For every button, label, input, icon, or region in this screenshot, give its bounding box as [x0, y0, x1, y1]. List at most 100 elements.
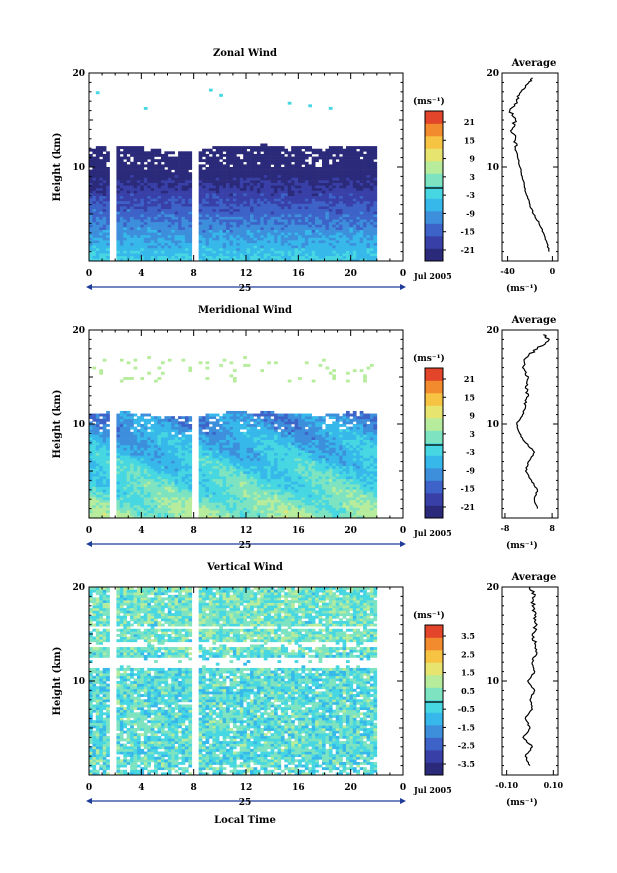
heatmap-cell: [349, 156, 354, 160]
heatmap-cell: [349, 240, 354, 244]
heatmap-cell: [198, 463, 203, 467]
heatmap-cell: [352, 211, 357, 215]
heatmap-cell: [119, 473, 124, 477]
heatmap-cell: [202, 229, 206, 233]
heatmap-cell: [116, 224, 121, 228]
heatmap-cell: [150, 494, 155, 498]
heatmap-cell: [263, 216, 268, 220]
heatmap-cell: [284, 242, 289, 246]
heatmap-cell: [89, 426, 93, 430]
heatmap-cell: [236, 190, 241, 194]
heatmap-cell: [106, 512, 110, 516]
heatmap-cell: [363, 200, 367, 204]
heatmap-cell: [174, 198, 179, 202]
heatmap-cell: [174, 494, 179, 498]
heatmap-cell: [308, 169, 313, 173]
heatmap-cell: [143, 106, 148, 110]
heatmap-cell: [304, 232, 309, 236]
heatmap-cell: [178, 489, 182, 493]
heatmap-cell: [198, 172, 203, 176]
heatmap-cell: [280, 253, 285, 257]
heatmap-cell: [89, 242, 93, 246]
heatmap-cell: [123, 481, 127, 485]
heatmap-cell: [366, 169, 371, 173]
heatmap-cell: [239, 180, 244, 183]
heatmap-cell: [154, 452, 158, 456]
heatmap-cell: [342, 219, 347, 223]
heatmap-cell: [181, 237, 186, 241]
heatmap-cell: [178, 478, 182, 482]
heatmap-cell: [130, 489, 134, 493]
heatmap-cell: [188, 437, 193, 440]
heatmap-cell: [280, 247, 285, 251]
heatmap-cell: [160, 250, 165, 254]
heatmap-cell: [222, 481, 227, 485]
heatmap-cell: [291, 159, 295, 163]
heatmap-cell: [342, 180, 347, 183]
heatmap-cell: [270, 151, 275, 155]
heatmap-cell: [95, 437, 100, 440]
heatmap-cell: [164, 504, 169, 508]
heatmap-cell: [212, 515, 217, 519]
heatmap-cell: [154, 494, 158, 498]
heatmap-cell: [267, 198, 271, 202]
heatmap-cell: [147, 497, 151, 501]
heatmap-cell: [126, 507, 131, 511]
heatmap-cell: [119, 413, 124, 417]
heatmap-cell: [359, 190, 364, 194]
heatmap-cell: [147, 206, 151, 210]
heatmap-cell: [143, 434, 148, 438]
heatmap-cell: [140, 418, 145, 422]
heatmap-cell: [89, 455, 93, 459]
heatmap-cell: [315, 237, 319, 241]
heatmap-cell: [215, 442, 220, 446]
heatmap-cell: [106, 502, 110, 506]
heatmap-cell: [222, 190, 227, 194]
heatmap-cell: [253, 255, 258, 259]
heatmap-cell: [136, 504, 141, 508]
heatmap-cell: [356, 247, 360, 251]
heatmap-cell: [208, 180, 213, 183]
heatmap-cell: [123, 245, 127, 249]
heatmap-cell: [99, 214, 104, 217]
heatmap-cell: [208, 195, 213, 199]
heatmap-cell: [126, 185, 131, 189]
heatmap-cell: [263, 227, 268, 230]
heatmap-cell: [198, 418, 203, 422]
heatmap-cell: [208, 229, 213, 233]
heatmap-cell: [150, 221, 155, 225]
heatmap-cell: [160, 418, 165, 422]
heatmap-cell: [270, 219, 275, 223]
heatmap-cell: [178, 250, 182, 254]
heatmap-cell: [270, 242, 275, 246]
heatmap-cell: [256, 255, 261, 259]
heatmap-cell: [181, 177, 186, 181]
heatmap-cell: [274, 219, 278, 223]
heatmap-cell: [99, 172, 104, 176]
heatmap-cell: [181, 504, 186, 508]
heatmap-cell: [164, 457, 169, 461]
heatmap-cell: [89, 219, 93, 223]
heatmap-cell: [339, 206, 343, 210]
heatmap-cell: [171, 455, 175, 459]
heatmap-cell: [116, 515, 121, 519]
heatmap-cell: [263, 151, 268, 155]
heatmap-cell: [352, 193, 357, 197]
heatmap-cell: [328, 242, 333, 246]
heatmap-cell: [322, 182, 326, 186]
heatmap-cell: [373, 203, 378, 207]
heatmap-cell: [160, 190, 165, 194]
heatmap-cell: [277, 237, 282, 241]
heatmap-cell: [126, 442, 131, 446]
heatmap-cell: [342, 156, 347, 160]
heatmap-cell: [301, 234, 306, 238]
heatmap-cell: [119, 208, 124, 212]
heatmap-cell: [205, 512, 210, 516]
heatmap-cell: [332, 229, 337, 233]
heatmap-cell: [212, 200, 217, 204]
heatmap-cell: [188, 478, 193, 482]
heatmap-cell: [359, 237, 364, 241]
heatmap-cell: [126, 510, 131, 514]
heatmap-cell: [270, 229, 275, 233]
heatmap-cell: [147, 478, 151, 482]
